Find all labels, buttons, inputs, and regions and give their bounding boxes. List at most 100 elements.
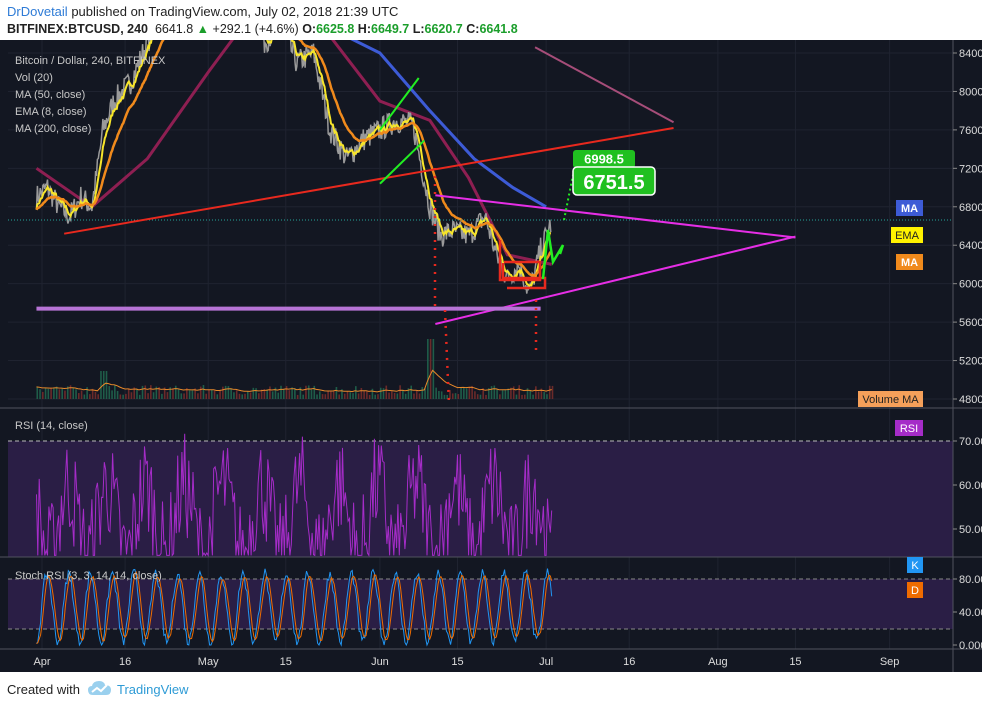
stoch-title: Stoch RSI (3, 3, 14, 14, close) <box>15 570 162 582</box>
rsi-badge-text: RSI <box>900 423 918 435</box>
time-tick-label: 16 <box>623 656 635 668</box>
target-main-text: 6751.5 <box>583 172 644 194</box>
price-tick-label: 6800.0 <box>959 202 982 214</box>
magenta-upper <box>435 194 796 239</box>
high-value: 6649.7 <box>371 22 410 36</box>
author-link[interactable]: DrDovetail <box>7 4 68 19</box>
legend-ema8[interactable]: EMA (8, close) <box>15 106 87 118</box>
price-tick-label: 5200.0 <box>959 356 982 368</box>
time-tick-label: 16 <box>119 656 131 668</box>
stoch-d-badge[interactable]: D <box>907 582 923 598</box>
red-dotted-projections <box>433 168 538 406</box>
rsi-badge[interactable]: RSI <box>895 420 923 436</box>
price-tick-label: 6400.0 <box>959 240 982 252</box>
green-channel-top <box>379 77 420 131</box>
time-tick-label: May <box>198 656 219 668</box>
open-value: 6625.8 <box>316 22 355 36</box>
time-tick-label: Sep <box>880 656 900 668</box>
orange-ma-line <box>35 40 552 278</box>
rsi-tick-label: 70.0000 <box>959 436 982 448</box>
green-impulse-drawing <box>541 174 574 280</box>
volume-ma-badge[interactable]: Volume MA <box>858 391 923 407</box>
price-tick-label: 4800.0 <box>959 394 982 406</box>
red-rising-line <box>63 126 674 235</box>
stoch-tick-label: 80.0000 <box>959 574 982 586</box>
tradingview-cloud-icon <box>88 681 111 695</box>
volume-ma-text: Volume MA <box>862 394 919 406</box>
stoch-k-badge[interactable]: K <box>907 557 923 573</box>
price-change: +292.1 (+4.6%) <box>212 22 299 36</box>
time-tick-label: 15 <box>451 656 463 668</box>
footer: Created with TradingView <box>0 672 982 707</box>
legend-title: Bitcoin / Dollar, 240, BITFINEX <box>15 55 166 67</box>
low-label: L: <box>412 22 425 36</box>
ma200-line <box>350 40 547 209</box>
price-pane[interactable]: 6998.5 6751.5 Bitcoin / Dollar, 240, BIT… <box>8 40 953 406</box>
stoch-tick-label: 40.0000 <box>959 607 982 619</box>
stoch-d-text: D <box>911 585 919 597</box>
price-tick-label: 7200.0 <box>959 163 982 175</box>
time-tick-label: Jul <box>539 656 553 668</box>
price-tick-label: 8000.0 <box>959 86 982 98</box>
time-tick-label: Apr <box>33 656 50 668</box>
rsi-line <box>36 433 553 558</box>
ema-badge[interactable]: EMA <box>891 227 923 243</box>
time-tick-label: Jun <box>371 656 389 668</box>
ma-orange-text: MA <box>901 257 918 269</box>
target-high-label[interactable]: 6998.5 <box>573 150 635 168</box>
ohlc-line: BITFINEX:BTCUSD, 240 6641.8 ▲ +292.1 (+4… <box>7 22 518 36</box>
price-axis[interactable]: 8400.0 8000.0 7600.0 7200.0 6800.0 6400.0 6000… <box>953 48 982 406</box>
trendlines <box>36 46 796 326</box>
volume-bars <box>36 339 554 399</box>
open-label: O: <box>302 22 317 36</box>
rsi-tick-label: 60.0000 <box>959 480 982 492</box>
price-tick-label: 8400.0 <box>959 48 982 60</box>
legend-ma200[interactable]: MA (200, close) <box>15 123 91 135</box>
red-flag-drawing <box>498 240 547 290</box>
price-tick-label: 7600.0 <box>959 125 982 137</box>
close-label: C: <box>466 22 480 36</box>
time-axis[interactable]: Apr 16 May 15 Jun 15 Jul 16 Aug 15 Sep <box>33 656 899 668</box>
stoch-d-line <box>36 570 553 645</box>
stoch-axis: 80.0000 40.0000 0.0000 <box>953 574 982 652</box>
ma-top-badge[interactable]: MA <box>896 200 923 216</box>
target-high-text: 6998.5 <box>584 152 624 167</box>
low-value: 6620.7 <box>424 22 463 36</box>
stoch-pane[interactable]: Stoch RSI (3, 3, 14, 14, close) <box>8 568 953 647</box>
tradingview-link[interactable]: TradingView <box>117 682 189 697</box>
rsi-axis: 70.0000 60.0000 50.0000 <box>953 436 982 536</box>
chart-canvas[interactable]: 6998.5 6751.5 Bitcoin / Dollar, 240, BIT… <box>0 40 982 672</box>
ema-badge-text: EMA <box>895 230 920 242</box>
rsi-title: RSI (14, close) <box>15 420 88 432</box>
rsi-pane[interactable]: RSI (14, close) <box>8 420 953 558</box>
target-main-label[interactable]: 6751.5 <box>572 166 656 196</box>
stoch-tick-label: 0.0000 <box>959 640 982 652</box>
green-channel-bottom <box>379 139 425 185</box>
stoch-k-text: K <box>911 560 919 572</box>
mauve-upper <box>534 46 675 124</box>
stoch-k-line <box>36 568 553 647</box>
ma-orange-badge[interactable]: MA <box>896 254 923 270</box>
high-label: H: <box>357 22 371 36</box>
pane-separators <box>0 40 982 672</box>
close-value: 6641.8 <box>479 22 518 36</box>
published-text: published on TradingView.com, July 02, 2… <box>71 4 399 19</box>
created-with-text: Created with <box>7 682 80 697</box>
time-tick-label: Aug <box>708 656 728 668</box>
legend-ma50[interactable]: MA (50, close) <box>15 89 85 101</box>
price-tick-label: 5600.0 <box>959 317 982 329</box>
time-tick-label: 15 <box>789 656 801 668</box>
price-tick-label: 6000.0 <box>959 279 982 291</box>
volume-ma-line <box>36 369 552 393</box>
up-arrow-icon: ▲ <box>196 22 210 36</box>
legend-vol[interactable]: Vol (20) <box>15 72 53 84</box>
ema8-line <box>35 40 551 287</box>
chart-background <box>0 40 982 672</box>
ma-top-text: MA <box>901 203 918 215</box>
rsi-tick-label: 50.0000 <box>959 524 982 536</box>
time-tick-label: 15 <box>280 656 292 668</box>
last-price: 6641.8 <box>154 22 194 36</box>
publish-line: DrDovetail published on TradingView.com,… <box>7 4 398 19</box>
stoch-band <box>8 579 953 629</box>
symbol-label: BITFINEX:BTCUSD, 240 <box>7 22 148 36</box>
